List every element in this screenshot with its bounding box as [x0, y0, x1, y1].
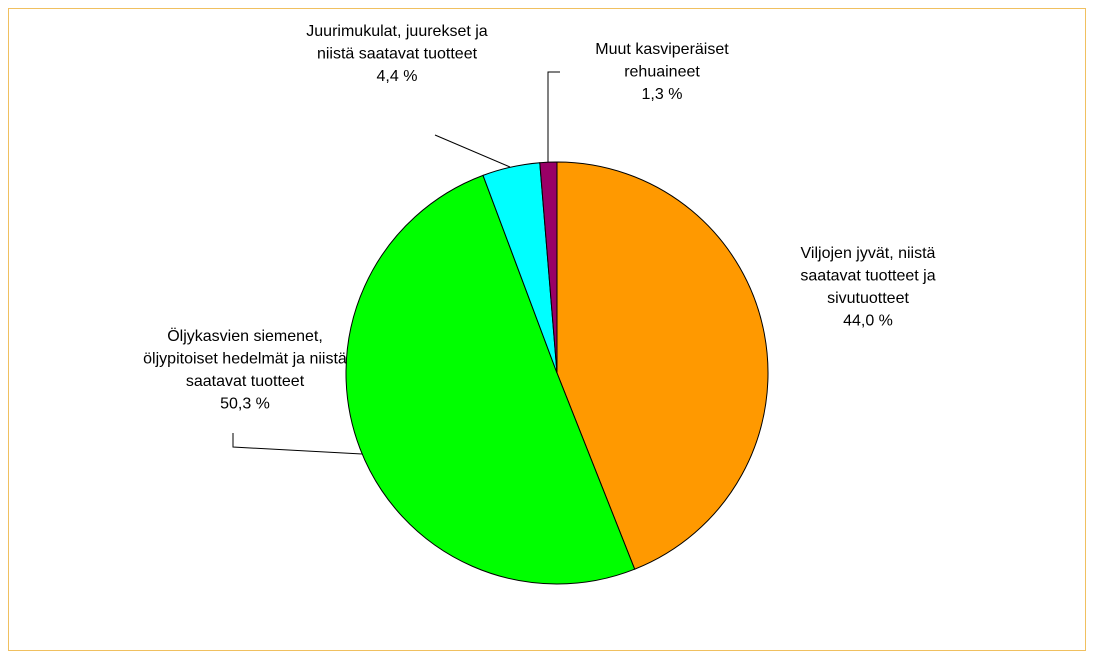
data-label: Öljykasvien siemenet, öljypitoiset hedelm…: [143, 327, 347, 390]
value-label: 44,0 %: [843, 313, 893, 330]
leader-line: [547, 71, 560, 163]
pie-slice: [556, 161, 769, 570]
data-label: Juurimukulat, juurekset ja niistä saatava…: [306, 23, 488, 63]
data-label: Viljojen jyvät, niistä saatavat tuotteet …: [800, 245, 935, 307]
leader-line: [232, 433, 363, 455]
pie-slice: [539, 161, 558, 374]
value-label: 4,4 %: [377, 68, 418, 85]
pie-slice: [345, 174, 636, 585]
leader-line: [434, 134, 511, 168]
value-label: 1,3 %: [642, 86, 683, 103]
value-label: 50,3 %: [220, 396, 270, 413]
data-label: Muut kasviperäiset rehuaineet: [595, 41, 729, 81]
